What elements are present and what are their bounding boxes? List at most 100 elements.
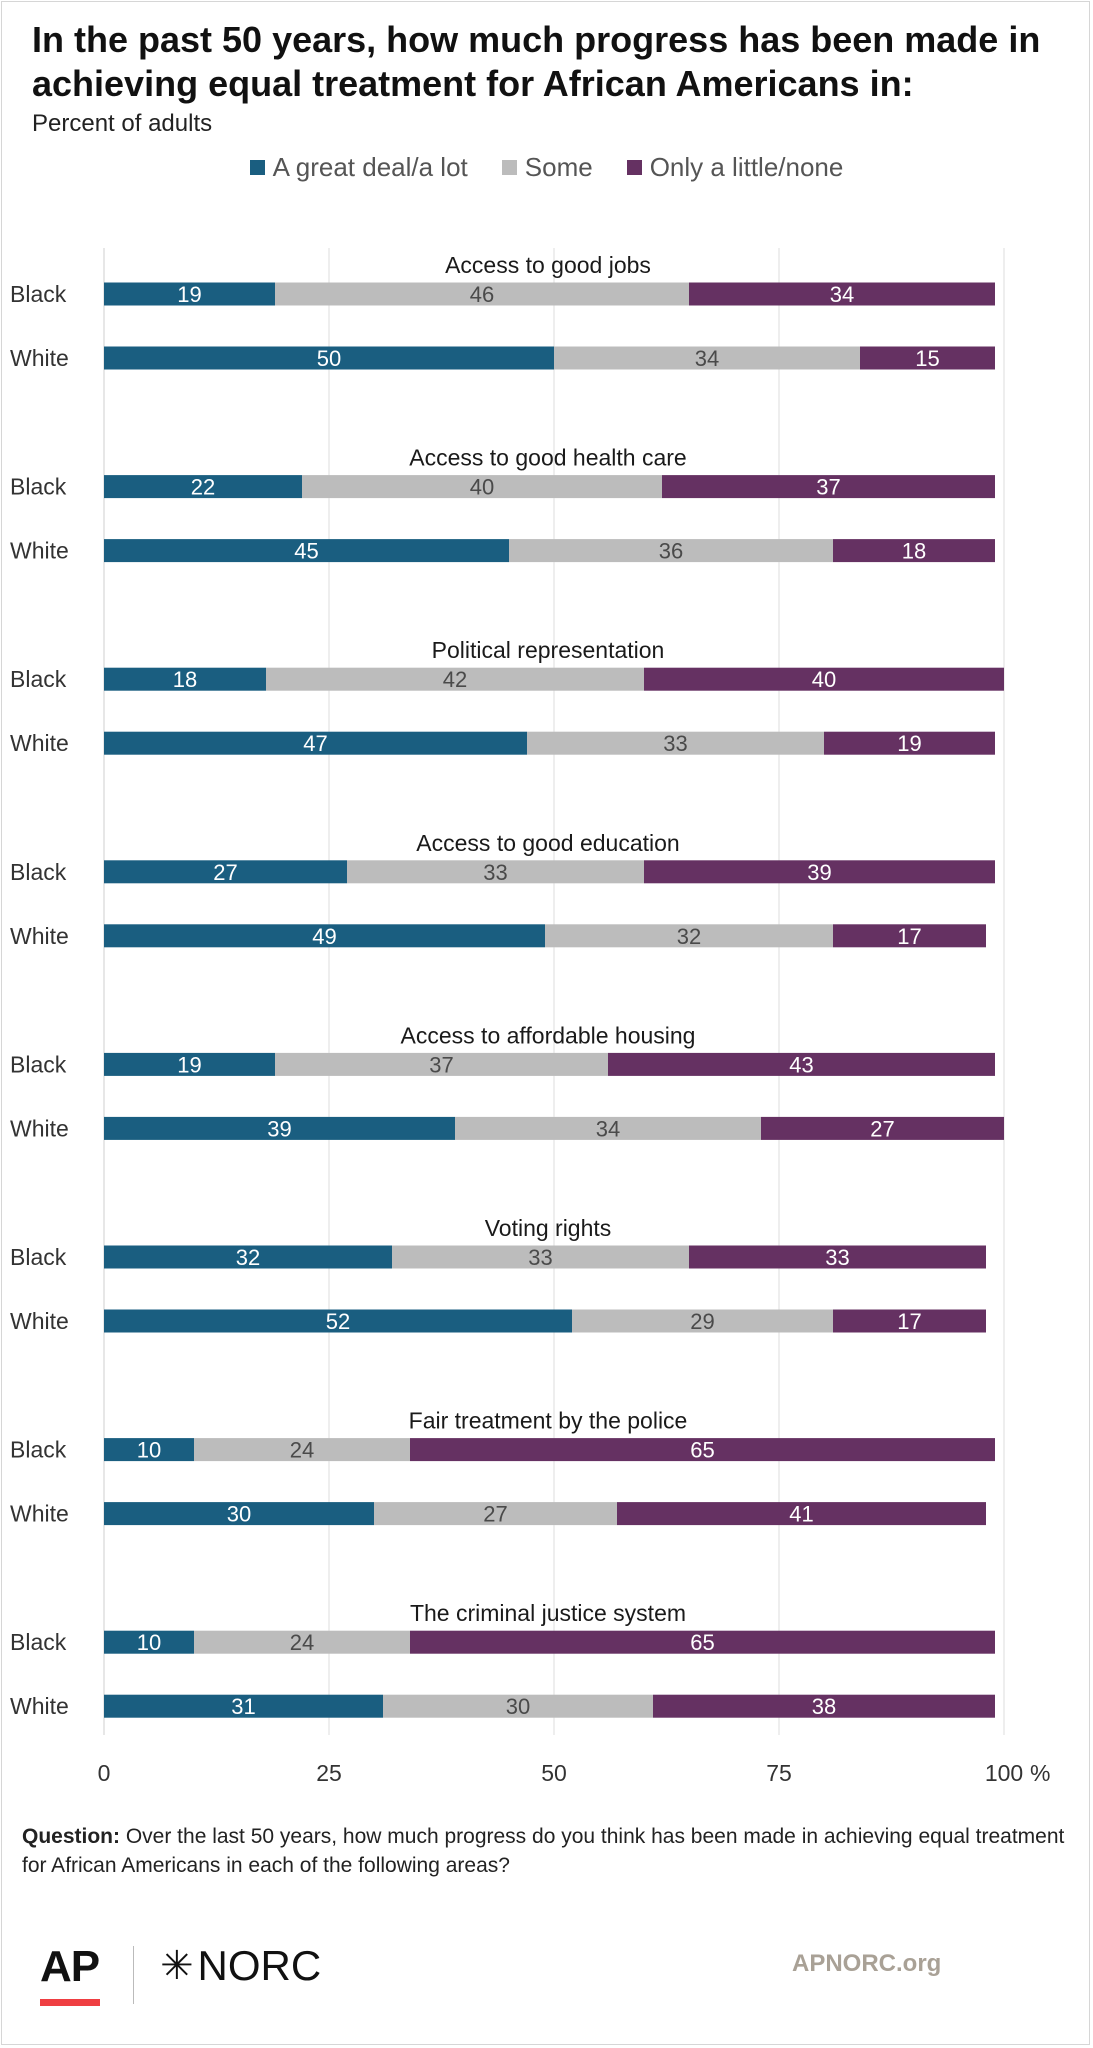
question-text: Over the last 50 years, how much progres… xyxy=(22,1825,1065,1877)
bar-great-deal-4-0 xyxy=(104,1052,275,1076)
ap-logo: AP xyxy=(40,1942,100,1991)
legend-label-great-deal: A great deal/a lot xyxy=(272,152,468,182)
data-label-little-none-6-0: 65 xyxy=(690,1438,714,1463)
data-label-great-deal-2-0: 18 xyxy=(173,667,197,692)
bar-little-none-3-1 xyxy=(833,924,986,948)
row-label-2-0: Black xyxy=(10,666,67,692)
norc-logo: ✳ NORC xyxy=(160,1942,321,1990)
row-label-3-1: White xyxy=(10,923,69,949)
data-label-little-none-1-0: 37 xyxy=(816,475,840,500)
row-label-1-1: White xyxy=(10,538,69,564)
data-label-some-6-0: 24 xyxy=(290,1438,314,1463)
bar-little-none-6-1 xyxy=(617,1502,986,1526)
row-label-3-0: Black xyxy=(10,859,67,885)
row-label-5-1: White xyxy=(10,1308,69,1334)
legend-label-little-none: Only a little/none xyxy=(649,152,844,182)
data-label-some-1-1: 36 xyxy=(659,539,683,564)
bar-great-deal-0-1 xyxy=(104,346,554,370)
bar-some-2-0 xyxy=(266,667,644,691)
group-title-2: Political representation xyxy=(432,637,665,663)
bar-some-0-0 xyxy=(275,282,689,306)
data-label-little-none-7-1: 38 xyxy=(812,1694,836,1719)
bar-some-2-1 xyxy=(527,731,824,755)
row-label-6-1: White xyxy=(10,1501,69,1527)
bar-little-none-5-1 xyxy=(833,1309,986,1333)
data-label-great-deal-4-0: 19 xyxy=(177,1052,201,1077)
data-label-great-deal-2-1: 47 xyxy=(303,731,327,756)
group-title-0: Access to good jobs xyxy=(445,252,651,278)
row-label-7-0: Black xyxy=(10,1629,67,1655)
bar-little-none-1-0 xyxy=(662,475,995,499)
x-tick-label-0: 0 xyxy=(98,1760,111,1786)
bar-some-5-1 xyxy=(572,1309,833,1333)
chart-subtitle: Percent of adults xyxy=(32,110,213,137)
bar-little-none-2-1 xyxy=(824,731,995,755)
bar-some-3-0 xyxy=(347,860,644,884)
bar-some-3-1 xyxy=(545,924,833,948)
row-label-0-1: White xyxy=(10,345,69,371)
bar-some-5-0 xyxy=(392,1245,689,1269)
data-label-great-deal-6-1: 30 xyxy=(227,1502,251,1527)
legend-swatch-little-none xyxy=(626,160,642,175)
data-label-some-1-0: 40 xyxy=(470,475,494,500)
data-label-some-0-0: 46 xyxy=(470,282,494,307)
x-axis-unit: % xyxy=(1030,1760,1050,1786)
data-label-some-2-1: 33 xyxy=(663,731,687,756)
data-label-some-3-1: 32 xyxy=(677,924,701,949)
data-label-great-deal-5-1: 52 xyxy=(326,1309,350,1334)
group-title-5: Voting rights xyxy=(485,1215,612,1241)
legend-item-some: Some xyxy=(501,152,593,183)
data-label-some-5-1: 29 xyxy=(690,1309,714,1334)
group-title-6: Fair treatment by the police xyxy=(409,1408,688,1434)
legend-label-some: Some xyxy=(524,152,593,182)
data-label-some-2-0: 42 xyxy=(443,667,467,692)
bar-little-none-2-0 xyxy=(644,667,1004,691)
chart-title: In the past 50 years, how much progress … xyxy=(32,19,1041,104)
row-label-0-0: Black xyxy=(10,281,67,307)
question-label: Question: xyxy=(22,1825,120,1848)
data-label-little-none-4-0: 43 xyxy=(789,1052,813,1077)
row-label-7-1: White xyxy=(10,1693,69,1719)
bar-some-6-0 xyxy=(194,1438,410,1462)
bar-great-deal-5-0 xyxy=(104,1245,392,1269)
norc-logo-text: NORC xyxy=(197,1942,322,1989)
question-note: Question: Over the last 50 years, how mu… xyxy=(22,1822,1072,1880)
bar-great-deal-6-1 xyxy=(104,1502,374,1526)
bar-some-6-1 xyxy=(374,1502,617,1526)
row-label-5-0: Black xyxy=(10,1244,67,1270)
bar-some-4-1 xyxy=(455,1116,761,1140)
data-label-some-0-1: 34 xyxy=(695,346,719,371)
row-label-4-1: White xyxy=(10,1115,69,1141)
row-label-2-1: White xyxy=(10,730,69,756)
data-label-little-none-3-0: 39 xyxy=(807,860,831,885)
bar-little-none-6-0 xyxy=(410,1438,995,1462)
data-label-great-deal-0-0: 19 xyxy=(177,282,201,307)
asterisk-star-icon: ✳ xyxy=(160,1944,194,1988)
logo-divider xyxy=(133,1946,134,2004)
bar-little-none-4-1 xyxy=(761,1116,1004,1140)
bar-great-deal-1-1 xyxy=(104,539,509,563)
data-label-great-deal-6-0: 10 xyxy=(137,1438,161,1463)
bar-little-none-3-0 xyxy=(644,860,995,884)
legend-item-great-deal: A great deal/a lot xyxy=(249,152,468,183)
data-label-little-none-2-1: 19 xyxy=(897,731,921,756)
data-label-little-none-0-1: 15 xyxy=(915,346,939,371)
bar-some-7-1 xyxy=(383,1694,653,1718)
bar-some-1-0 xyxy=(302,475,662,499)
site-url: APNORC.org xyxy=(792,1950,942,1977)
group-title-4: Access to affordable housing xyxy=(401,1022,696,1048)
data-label-great-deal-0-1: 50 xyxy=(317,346,341,371)
data-label-little-none-5-1: 17 xyxy=(897,1309,921,1334)
legend-swatch-great-deal xyxy=(249,160,265,175)
bar-great-deal-0-0 xyxy=(104,282,275,306)
x-tick-label-50: 50 xyxy=(541,1760,567,1786)
data-label-little-none-7-0: 65 xyxy=(690,1630,714,1655)
bar-great-deal-3-0 xyxy=(104,860,347,884)
bar-great-deal-7-1 xyxy=(104,1694,383,1718)
bar-great-deal-2-1 xyxy=(104,731,527,755)
bar-little-none-7-1 xyxy=(653,1694,995,1718)
data-label-some-6-1: 27 xyxy=(483,1502,507,1527)
legend-swatch-some xyxy=(501,160,517,175)
data-label-some-4-0: 37 xyxy=(429,1052,453,1077)
row-label-4-0: Black xyxy=(10,1051,67,1077)
